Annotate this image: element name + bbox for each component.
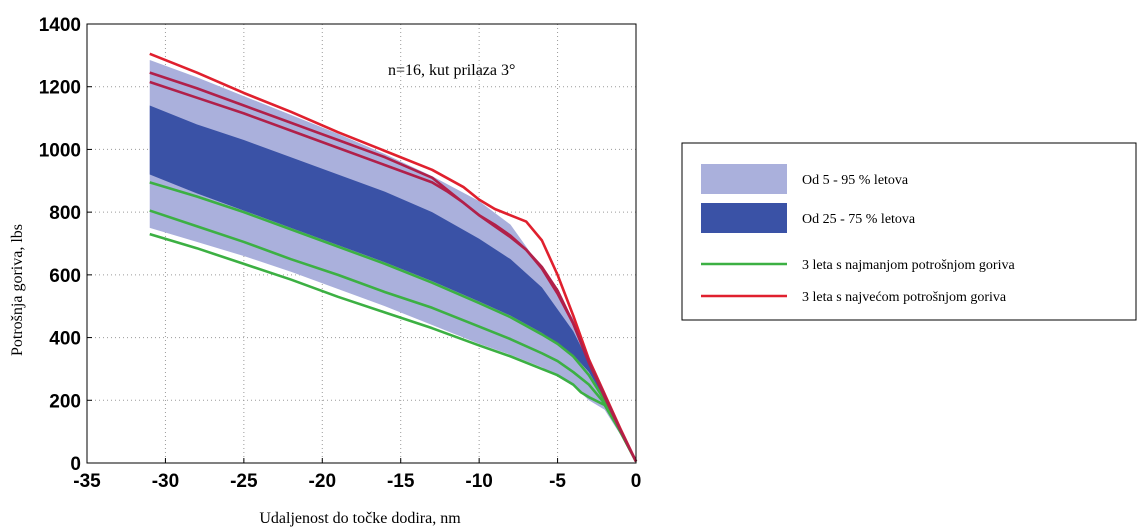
y-tick-label-5: 1000 xyxy=(39,140,81,161)
x-tick-label-4: -15 xyxy=(387,471,415,492)
x-tick-label-7: 0 xyxy=(631,471,642,492)
percentile-bands xyxy=(149,60,636,462)
y-tick-label-4: 800 xyxy=(49,203,81,224)
x-tick-label-2: -25 xyxy=(230,471,258,492)
chart-annotation: n=16, kut prilaza 3° xyxy=(388,62,515,79)
plot-frame xyxy=(86,23,637,464)
band-p25-p75 xyxy=(149,105,636,462)
y-tick-label-2: 400 xyxy=(49,329,81,350)
series-lines xyxy=(149,52,638,463)
y-tick-label-7: 1400 xyxy=(39,15,81,36)
low-consumption-line-3 xyxy=(149,181,638,463)
low-consumption-line-2 xyxy=(149,209,638,463)
legend-swatch-1 xyxy=(701,203,787,233)
legend-label-2: 3 leta s najmanjom potrošnjom goriva xyxy=(802,258,1015,273)
legend-label-1: Od 25 - 75 % letova xyxy=(802,212,916,227)
y-tick-label-1: 200 xyxy=(49,391,81,412)
x-tick-label-1: -30 xyxy=(152,471,179,492)
legend: Od 5 - 95 % letova Od 25 - 75 % letova 3 l… xyxy=(681,142,1137,321)
y-tick-label-0: 0 xyxy=(70,454,81,475)
legend-swatch-0 xyxy=(701,164,787,194)
low-consumption-line-1 xyxy=(149,232,638,463)
y-tick-label-3: 600 xyxy=(49,266,81,287)
high-consumption-line-3 xyxy=(149,80,638,463)
x-tick-labels: -35 -30 -25 -20 -15 -10 -5 0 xyxy=(73,458,641,492)
legend-label-3: 3 leta s najvećom potrošnjom goriva xyxy=(802,290,1007,305)
x-tick-label-5: -10 xyxy=(465,471,492,492)
x-tick-label-6: -5 xyxy=(549,471,566,492)
y-tick-label-6: 1200 xyxy=(39,78,81,99)
x-tick-label-3: -20 xyxy=(309,471,336,492)
legend-label-0: Od 5 - 95 % letova xyxy=(802,173,909,188)
x-tick-label-0: -35 xyxy=(73,471,101,492)
y-axis-label: Potrošnja goriva, lbs xyxy=(9,224,26,356)
y-tick-labels: 0 200 400 600 800 1000 1200 1400 xyxy=(39,15,92,475)
x-axis-label: Udaljenost do točke dodira, nm xyxy=(259,510,461,527)
